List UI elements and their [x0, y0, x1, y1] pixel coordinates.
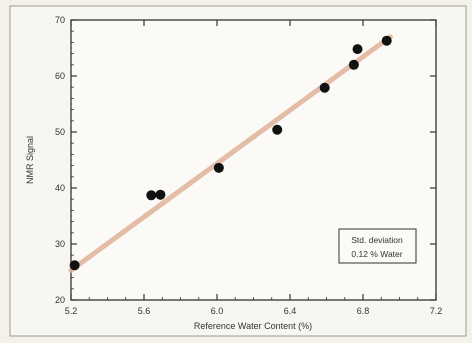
fit-line: [68, 34, 393, 273]
x-tick-label: 5.2: [65, 306, 78, 316]
y-tick-label: 60: [55, 71, 65, 81]
y-tick-label: 70: [55, 15, 65, 25]
y-axis-label: NMR Signal: [25, 136, 35, 184]
x-tick-label: 7.2: [430, 306, 443, 316]
x-tick-label: 6.8: [357, 306, 370, 316]
data-point: [146, 190, 157, 201]
y-tick-label: 30: [55, 239, 65, 249]
annotation-line-2: 0.12 % Water: [351, 249, 402, 259]
data-point: [381, 35, 392, 46]
y-axis-ticks: 20 30 40 50 60 70: [55, 15, 436, 305]
annotation-line-1: Std. deviation: [351, 235, 403, 245]
annotation-box: Std. deviation 0.12 % Water: [338, 228, 417, 264]
data-point: [69, 260, 80, 271]
y-tick-label: 50: [55, 127, 65, 137]
fit-line-group: [68, 34, 393, 273]
data-points: [69, 35, 392, 271]
data-point: [155, 189, 166, 200]
data-point: [348, 59, 359, 70]
y-tick-label: 40: [55, 183, 65, 193]
x-axis-label: Reference Water Content (%): [194, 321, 312, 331]
x-tick-label: 5.6: [138, 306, 151, 316]
data-point: [319, 82, 330, 93]
x-tick-label: 6.0: [211, 306, 224, 316]
data-point: [352, 44, 363, 55]
y-tick-label: 20: [55, 295, 65, 305]
x-axis-ticks: 5.2 5.6 6.0 6.4 6.8 7.2: [65, 20, 443, 316]
data-point: [272, 124, 283, 135]
x-tick-label: 6.4: [284, 306, 297, 316]
data-point: [213, 162, 224, 173]
